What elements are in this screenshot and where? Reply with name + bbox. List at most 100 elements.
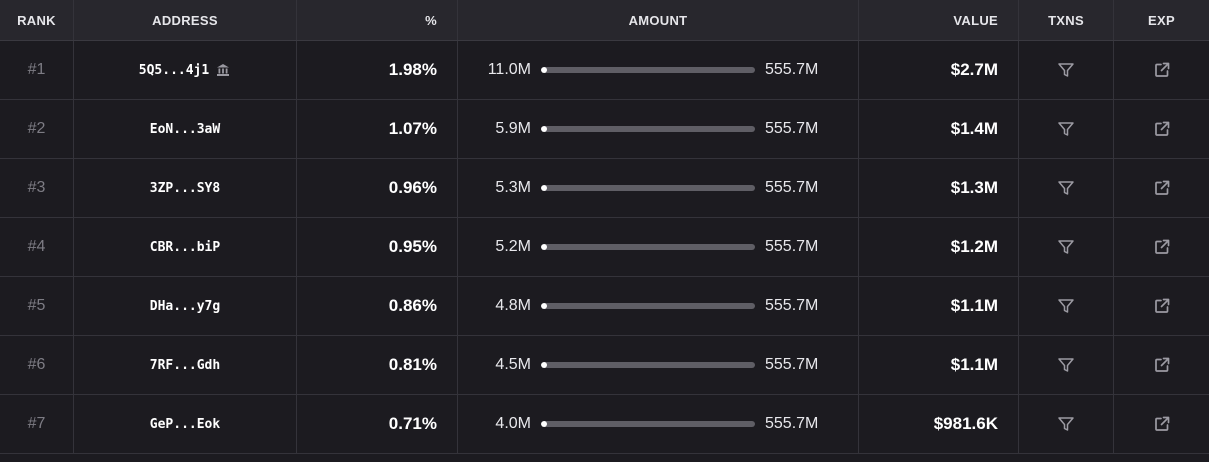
- header-amount: AMOUNT: [458, 0, 859, 40]
- address-cell[interactable]: GeP...Eok: [74, 395, 297, 453]
- header-exp: EXP: [1148, 12, 1175, 28]
- address-cell[interactable]: CBR...biP: [74, 218, 297, 276]
- holding-bar-fill: [541, 244, 547, 250]
- table-body: #1 5Q5...4j1 1.98% 11.0M: [0, 41, 1209, 454]
- address-text[interactable]: 3ZP...SY8: [149, 180, 221, 196]
- amount-cell: 4.8M 555.7M: [458, 277, 859, 335]
- txns-filter-button[interactable]: [1019, 159, 1114, 217]
- external-link-icon[interactable]: [1153, 297, 1171, 315]
- rank-cell: #5: [0, 277, 74, 335]
- address-text[interactable]: 7RF...Gdh: [149, 357, 221, 373]
- txns-filter-button[interactable]: [1019, 218, 1114, 276]
- external-link-icon[interactable]: [1153, 120, 1171, 138]
- explorer-link-button[interactable]: [1114, 395, 1209, 453]
- header-address: ADDRESS: [74, 0, 297, 40]
- external-link-icon[interactable]: [1153, 61, 1171, 79]
- holding-bar-fill: [541, 126, 547, 132]
- filter-icon[interactable]: [1057, 297, 1075, 315]
- address-text[interactable]: CBR...biP: [149, 239, 221, 255]
- rank-cell: #3: [0, 159, 74, 217]
- filter-icon[interactable]: [1057, 61, 1075, 79]
- explorer-link-button[interactable]: [1114, 277, 1209, 335]
- holding-bar-fill: [541, 67, 547, 73]
- txns-filter-button[interactable]: [1019, 395, 1114, 453]
- rank-cell: #1: [0, 41, 74, 99]
- explorer-link-button[interactable]: [1114, 159, 1209, 217]
- table-header: RANK ADDRESS % AMOUNT VALUE TXNS EXP: [0, 0, 1209, 41]
- address-cell[interactable]: 5Q5...4j1: [74, 41, 297, 99]
- percent-cell: 1.98%: [297, 41, 458, 99]
- filter-icon[interactable]: [1057, 238, 1075, 256]
- explorer-link-button[interactable]: [1114, 100, 1209, 158]
- value-cell: $981.6K: [859, 395, 1019, 453]
- holding-bar-fill: [541, 421, 547, 427]
- supply-total: 555.7M: [765, 415, 819, 432]
- amount-value: 4.0M: [495, 415, 531, 432]
- explorer-link-button[interactable]: [1114, 336, 1209, 394]
- txns-filter-button[interactable]: [1019, 277, 1114, 335]
- header-percent: %: [297, 0, 458, 40]
- holding-bar: [541, 421, 755, 427]
- header-txns: TXNS: [1019, 0, 1114, 40]
- percent-cell: 0.86%: [297, 277, 458, 335]
- address-text[interactable]: 5Q5...4j1: [138, 62, 210, 78]
- txns-filter-button[interactable]: [1019, 336, 1114, 394]
- amount-value: 5.3M: [495, 179, 531, 196]
- external-link-icon[interactable]: [1153, 415, 1171, 433]
- filter-icon[interactable]: [1057, 120, 1075, 138]
- address-cell[interactable]: EoN...3aW: [74, 100, 297, 158]
- rank-cell: #7: [0, 395, 74, 453]
- table-row: #6 7RF...Gdh 0.81% 4.5M 555.7M $1.1M: [0, 336, 1209, 395]
- value-cell: $1.3M: [859, 159, 1019, 217]
- value-cell: $1.4M: [859, 100, 1019, 158]
- filter-icon[interactable]: [1057, 415, 1075, 433]
- amount-cell: 11.0M 555.7M: [458, 41, 859, 99]
- address-cell[interactable]: 3ZP...SY8: [74, 159, 297, 217]
- address-cell[interactable]: 7RF...Gdh: [74, 336, 297, 394]
- holding-bar-fill: [541, 185, 547, 191]
- amount-value: 11.0M: [487, 61, 531, 78]
- header-value: VALUE: [859, 0, 1019, 40]
- filter-icon[interactable]: [1057, 356, 1075, 374]
- amount-value: 4.8M: [495, 297, 531, 314]
- table-row: #4 CBR...biP 0.95% 5.2M 555.7M $1.2M: [0, 218, 1209, 277]
- supply-total: 555.7M: [765, 356, 819, 373]
- amount-value: 4.5M: [495, 356, 531, 373]
- value-cell: $1.1M: [859, 336, 1019, 394]
- amount-value: 5.9M: [495, 120, 531, 137]
- address-text[interactable]: GeP...Eok: [149, 416, 221, 432]
- percent-cell: 0.71%: [297, 395, 458, 453]
- table-row: #5 DHa...y7g 0.86% 4.8M 555.7M $1.1M: [0, 277, 1209, 336]
- address-text[interactable]: DHa...y7g: [149, 298, 221, 314]
- holding-bar: [541, 362, 755, 368]
- rank-cell: #6: [0, 336, 74, 394]
- filter-icon[interactable]: [1057, 179, 1075, 197]
- holding-bar: [541, 244, 755, 250]
- external-link-icon[interactable]: [1153, 238, 1171, 256]
- supply-total: 555.7M: [765, 179, 819, 196]
- amount-cell: 4.5M 555.7M: [458, 336, 859, 394]
- explorer-link-button[interactable]: [1114, 218, 1209, 276]
- address-cell[interactable]: DHa...y7g: [74, 277, 297, 335]
- amount-value: 5.2M: [495, 238, 531, 255]
- explorer-link-button[interactable]: [1114, 41, 1209, 99]
- holding-bar: [541, 126, 755, 132]
- value-cell: $1.1M: [859, 277, 1019, 335]
- amount-cell: 5.9M 555.7M: [458, 100, 859, 158]
- percent-cell: 1.07%: [297, 100, 458, 158]
- external-link-icon[interactable]: [1153, 356, 1171, 374]
- supply-total: 555.7M: [765, 238, 819, 255]
- header-rank: RANK: [0, 0, 74, 40]
- supply-total: 555.7M: [765, 61, 819, 78]
- external-link-icon[interactable]: [1153, 179, 1171, 197]
- txns-filter-button[interactable]: [1019, 100, 1114, 158]
- txns-filter-button[interactable]: [1019, 41, 1114, 99]
- table-row: #1 5Q5...4j1 1.98% 11.0M: [0, 41, 1209, 100]
- holding-bar: [541, 303, 755, 309]
- holding-bar-fill: [541, 362, 547, 368]
- table-row: #7 GeP...Eok 0.71% 4.0M 555.7M $981.6K: [0, 395, 1209, 454]
- address-text[interactable]: EoN...3aW: [149, 121, 221, 137]
- supply-total: 555.7M: [765, 120, 819, 137]
- percent-cell: 0.81%: [297, 336, 458, 394]
